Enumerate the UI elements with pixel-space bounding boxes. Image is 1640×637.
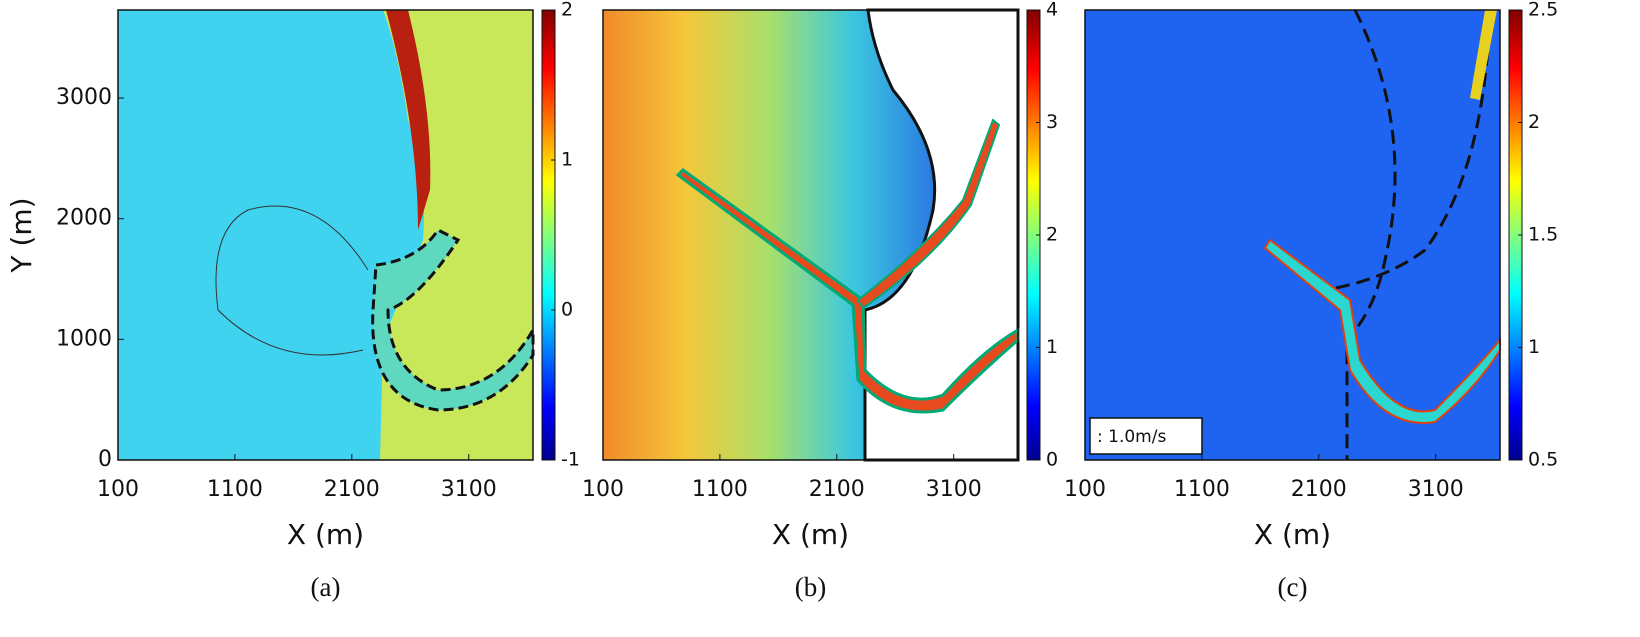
x-axis-label: X (m) — [1254, 518, 1331, 551]
x-tick-label: 2100 — [809, 477, 865, 502]
colorbar-tick-label: 2.5 — [1528, 0, 1558, 21]
annotation: : 1.0m/s — [1097, 427, 1166, 447]
panel-label: (b) — [795, 572, 826, 602]
x-tick-label: 100 — [1064, 477, 1106, 502]
plot-frame — [602, 9, 1019, 461]
x-tick-label: 3100 — [926, 477, 982, 502]
colorbar-tick-label: 3 — [1046, 111, 1058, 133]
x-tick-label: 2100 — [324, 477, 380, 502]
colorbar-tick-label: 1.5 — [1528, 224, 1558, 246]
panel-label: (c) — [1278, 572, 1308, 602]
panel: 100 1100 2100 3100 X (m) (c) : 1.0m/s 0.5 1 1.5 2 2… — [1064, 0, 1558, 602]
colorbar-tick-label: 1 — [1528, 336, 1540, 358]
branch — [856, 118, 1001, 310]
x-tick-label: 1100 — [692, 477, 748, 502]
y-tick-label: 2000 — [56, 206, 112, 231]
colorbar-tick-label: 2 — [1528, 111, 1540, 133]
x-axis-label: X (m) — [772, 518, 849, 551]
y-axis-label: Y (m) — [5, 197, 38, 273]
contour — [215, 205, 369, 356]
legend-box — [1089, 417, 1203, 455]
channel — [371, 228, 535, 412]
x-tick-label: 100 — [97, 477, 139, 502]
colorbar-tick-label: 1 — [561, 149, 573, 171]
plot-frame — [117, 9, 534, 461]
panel: 100 1100 2100 3100 X (m) (b) 0 1 2 3 4 — [582, 0, 1058, 602]
panel-label: (a) — [311, 572, 341, 602]
x-tick-label: 3100 — [441, 477, 497, 502]
colorbar-tick-label: -1 — [561, 449, 580, 471]
ridge — [386, 10, 431, 230]
colorbar-tick-label: 1 — [1046, 336, 1058, 358]
x-tick-label: 2100 — [1291, 477, 1347, 502]
colorbar-tick-label: 0.5 — [1528, 449, 1558, 471]
y-tick-label: 0 — [98, 447, 112, 472]
x-tick-label: 100 — [582, 477, 624, 502]
field — [1085, 10, 1500, 460]
y-tick-label: 3000 — [56, 85, 112, 110]
colorbar-tick-label: 4 — [1046, 0, 1058, 21]
colorbar — [541, 9, 556, 461]
colorbar-tick-label: 2 — [1046, 224, 1058, 246]
x-tick-label: 3100 — [1408, 477, 1464, 502]
x-tick-label: 1100 — [1174, 477, 1230, 502]
boundary — [1324, 9, 1492, 292]
y-tick-label: 1000 — [56, 326, 112, 351]
colorbar-tick-label: 0 — [561, 299, 573, 321]
panel: 100 1100 2100 3100 0 1000 2000 3000 X (m) Y (m) (a… — [5, 0, 580, 602]
plot-frame — [1084, 9, 1501, 461]
jet — [1470, 10, 1497, 100]
colorbar-tick-label: 0 — [1046, 449, 1058, 471]
x-axis-label: X (m) — [287, 518, 364, 551]
x-tick-label: 1100 — [207, 477, 263, 502]
boundary — [1345, 9, 1397, 460]
colorbar-tick-label: 2 — [561, 0, 573, 21]
